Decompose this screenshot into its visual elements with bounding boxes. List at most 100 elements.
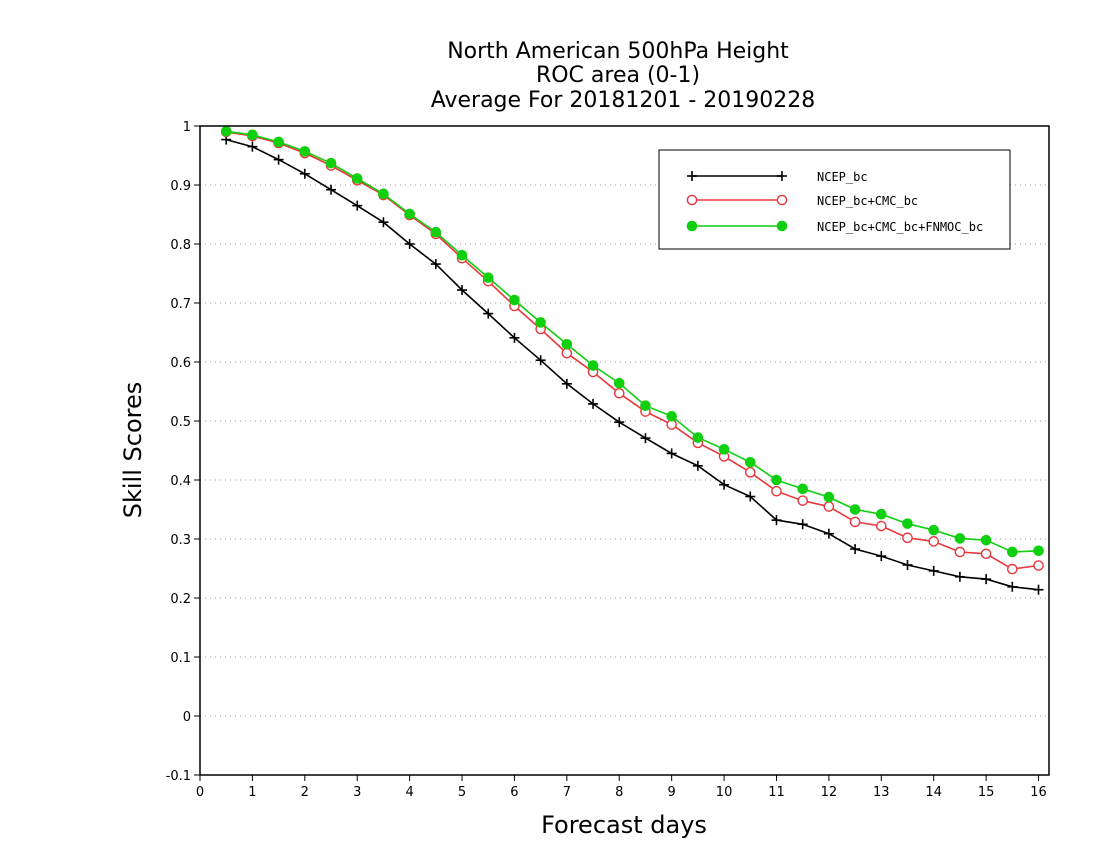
series-3-point [902, 518, 913, 529]
x-tick-label: 9 [668, 785, 676, 800]
series-3-point [299, 146, 311, 157]
series-3-point [875, 508, 887, 520]
series-layer [220, 126, 1044, 595]
x-tick-label: 11 [768, 785, 785, 800]
series-3-point [797, 483, 808, 495]
series-2-point [1033, 560, 1044, 571]
x-tick-label: 1 [248, 785, 256, 800]
legend-label-ncep-bc-cmc-bc: NCEP_bc+CMC_bc [817, 194, 918, 208]
series-1-point [273, 154, 284, 165]
legend: NCEP_bc NCEP_bc+CMC_bc NCEP_bc+CMC_bc+FN… [658, 149, 1011, 250]
series-3-point [744, 457, 756, 468]
series-1-point [535, 355, 546, 366]
series-1-point [692, 460, 703, 471]
legend-label-ncep-bc-cmc-bc-fnmoc-bc: NCEP_bc+CMC_bc+FNMOC_bc [817, 220, 983, 234]
series-1-point [902, 559, 913, 570]
series-3-point [1033, 545, 1044, 557]
legend-marker-1 [687, 171, 697, 181]
series-2-point [849, 516, 861, 528]
series-1-point [954, 571, 965, 582]
series-1-point [326, 184, 337, 195]
series-3-point [849, 504, 861, 515]
y-tick-label: 0.8 [170, 238, 191, 253]
series-1-point [640, 433, 651, 444]
y-tick-label: -0.1 [166, 769, 191, 784]
series-1-point [771, 515, 782, 526]
legend-marker-3 [686, 220, 698, 232]
y-axis-title: Skill Scores [119, 382, 147, 519]
x-tick-label: 14 [925, 785, 942, 800]
series-1-point [1033, 584, 1044, 595]
series-3-point [509, 294, 520, 306]
series-1-point [850, 544, 861, 555]
series-1-point [352, 200, 363, 211]
y-tick-label: 0.3 [170, 533, 191, 548]
series-2-point [980, 548, 992, 560]
x-tick-label: 16 [1030, 785, 1047, 800]
series-3-point [666, 410, 677, 422]
y-tick-label: 0.4 [170, 474, 191, 489]
x-tick-label: 8 [615, 785, 623, 800]
series-1-point [561, 378, 572, 389]
legend-label-ncep-bc: NCEP_bc [817, 170, 868, 184]
x-axis-title: Forecast days [541, 811, 707, 839]
legend-marker-3 [776, 220, 788, 232]
series-3-point [928, 524, 940, 536]
series-1-point [509, 332, 520, 343]
series-1-point [430, 259, 441, 270]
series-1-point [797, 519, 808, 530]
series-2-point [797, 495, 808, 506]
series-1-point [719, 479, 730, 490]
y-tick-label: 0.6 [170, 356, 191, 371]
series-3-point [378, 188, 389, 200]
series-1-point [666, 448, 677, 459]
series-2-point [1007, 563, 1018, 575]
series-1-point [588, 398, 599, 409]
series-3-point [692, 432, 704, 443]
series-3-point [613, 377, 625, 389]
x-tick-label: 15 [978, 785, 995, 800]
series-2-point [875, 520, 887, 532]
series-3-point [823, 491, 835, 503]
x-tick-label: 6 [510, 785, 518, 800]
series-1-point [823, 528, 834, 539]
series-2-point [744, 467, 756, 478]
series-2-point [954, 546, 966, 558]
series-3-point [535, 317, 546, 328]
x-tick-label: 4 [405, 785, 413, 800]
series-1-point [928, 565, 939, 576]
chart-title-line-1: North American 500hPa Height [447, 39, 789, 64]
plot-frame [199, 125, 1050, 776]
series-1-line [225, 138, 1039, 591]
chart-title-line-3: Average For 20181201 - 20190228 [431, 88, 816, 113]
y-tick-label: 0.2 [170, 592, 191, 607]
x-tick-label: 0 [196, 785, 204, 800]
series-3-point [351, 173, 363, 184]
series-2-point [561, 347, 573, 359]
legend-marker-2 [686, 194, 698, 206]
x-tick-label: 10 [716, 785, 733, 800]
x-tick-label: 5 [458, 785, 466, 800]
series-3-point [561, 339, 573, 350]
x-tick-label: 3 [353, 785, 361, 800]
series-3-point [404, 208, 415, 220]
x-tick-label: 7 [563, 785, 571, 800]
series-3-point [273, 136, 284, 148]
series-3-point [587, 360, 599, 371]
series-3-point [1007, 546, 1018, 558]
series-1 [221, 134, 1044, 595]
y-tick-label: 0.9 [170, 179, 191, 194]
series-1-point [981, 574, 992, 585]
series-3-point [456, 249, 468, 261]
series-1-point [1007, 581, 1018, 592]
series-2-point [823, 501, 835, 512]
x-tick-label: 12 [821, 785, 838, 800]
series-1-point [404, 239, 415, 249]
y-tick-label: 1 [183, 120, 191, 135]
series-3-point [640, 400, 651, 411]
series-2-point [928, 536, 940, 547]
x-tick-label: 2 [301, 785, 309, 800]
series-3-point [482, 272, 494, 283]
series-3-point [771, 474, 782, 486]
